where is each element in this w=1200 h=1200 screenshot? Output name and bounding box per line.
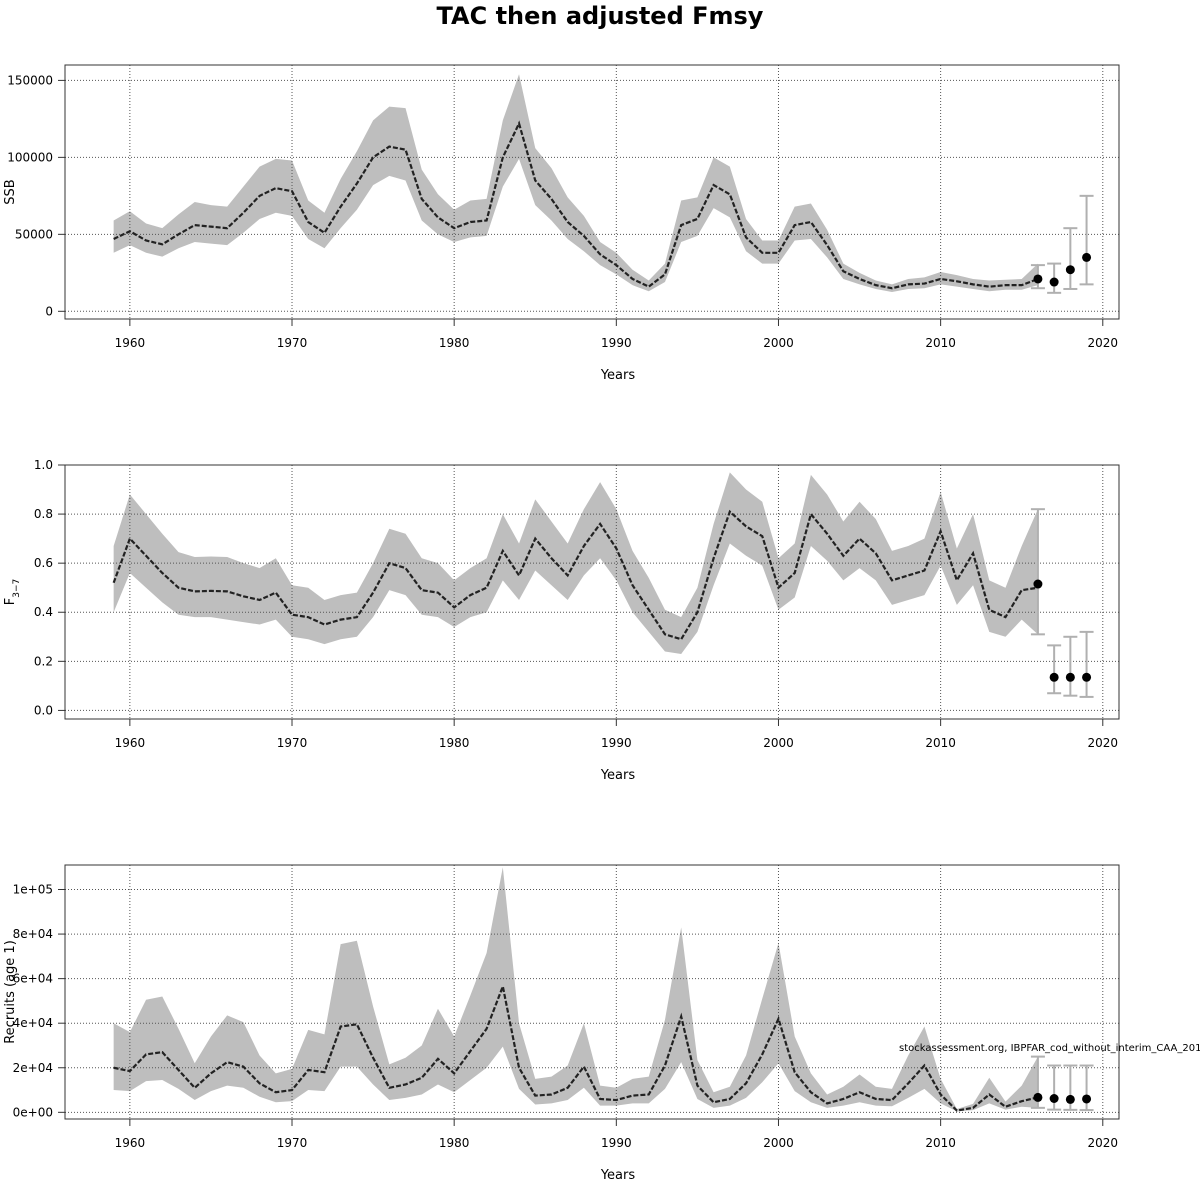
ssb-x-tick-label: 1970 — [277, 336, 308, 350]
fbar-forecast-2017 — [1047, 644, 1062, 695]
recruits-forecast-2018 — [1063, 1064, 1078, 1111]
chart-title: TAC then adjusted Fmsy — [437, 2, 764, 30]
ssb-x-tick-label: 1990 — [601, 336, 632, 350]
fbar-x-tick-label: 2010 — [925, 736, 956, 750]
recruits-y-tick-label: 2e+04 — [13, 1061, 53, 1075]
forecast-point — [1082, 252, 1092, 262]
fbar-plot-frame — [64, 464, 1120, 720]
forecast-point — [1065, 265, 1075, 275]
recruits-confidence-band — [113, 867, 1038, 1112]
ssb-confidence-band — [113, 74, 1038, 293]
forecast-point — [1033, 274, 1043, 284]
fbar-x-tick-label: 1960 — [115, 736, 146, 750]
fbar-x-tick-label: 1990 — [601, 736, 632, 750]
ssb-plot-frame — [64, 64, 1120, 320]
forecast-point — [1049, 672, 1059, 682]
fbar-forecast-2016 — [1030, 508, 1045, 636]
fbar-panel: 1960 1970 1980 1990 2000 2010 2020 0.0 0.2 0.4 0.6… — [3, 458, 1120, 783]
ssb-panel: 1960 1970 1980 1990 2000 2010 2020 0 50000 100000… — [3, 64, 1120, 383]
fbar-x-tick-label: 2000 — [763, 736, 794, 750]
fbar-x-tick-label: 1980 — [439, 736, 470, 750]
forecast-point — [1065, 672, 1075, 682]
fbar-x-tick-label: 2020 — [1088, 736, 1119, 750]
recruits-estimate-line — [113, 982, 1039, 1112]
source-annotation: stockassessment.org, IBPFAR_cod_without_… — [899, 1043, 1200, 1054]
forecast-point — [1082, 672, 1092, 682]
ssb-y-tick-label: 100000 — [7, 150, 53, 164]
fbar-y-tick-label: 0.8 — [34, 507, 53, 521]
ssb-y-tick-label: 150000 — [7, 73, 53, 87]
fbar-y-axis-title: F3−7 — [3, 579, 22, 605]
recruits-x-tick-label: 1990 — [601, 1136, 632, 1150]
recruits-x-tick-label: 2020 — [1088, 1136, 1119, 1150]
recruits-y-tick-label: 0e+00 — [13, 1105, 53, 1119]
ssb-x-tick-label: 2010 — [925, 336, 956, 350]
fbar-y-tick-label: 0.4 — [34, 605, 53, 619]
recruits-x-axis-title: Years — [600, 1168, 636, 1183]
fbar-forecast-2019 — [1079, 630, 1094, 698]
recruits-y-tick-label: 6e+04 — [13, 972, 53, 986]
recruits-forecast-2016 — [1030, 1055, 1045, 1109]
fbar-y-tick-label: 0.0 — [34, 703, 53, 717]
ssb-x-tick-label: 2000 — [763, 336, 794, 350]
fbar-y-axis-subscript: 3−7 — [12, 579, 22, 598]
ssb-x-tick-label: 1980 — [439, 336, 470, 350]
forecast-point — [1049, 1094, 1059, 1104]
fbar-x-tick-label: 1970 — [277, 736, 308, 750]
recruits-forecast-2019 — [1079, 1064, 1094, 1112]
ssb-y-tick-label: 50000 — [15, 227, 53, 241]
recruits-y-tick-label: 4e+04 — [13, 1016, 53, 1030]
forecast-point — [1033, 579, 1043, 589]
recruits-panel: 1960 1970 1980 1990 2000 2010 2020 0e+00 2e+04 4e… — [3, 864, 1120, 1183]
recruits-x-tick-label: 2010 — [925, 1136, 956, 1150]
forecast-point — [1065, 1094, 1075, 1104]
ssb-x-tick-label: 2020 — [1088, 336, 1119, 350]
recruits-x-tick-label: 1970 — [277, 1136, 308, 1150]
fbar-y-tick-label: 0.6 — [34, 556, 53, 570]
fbar-forecast-2018 — [1063, 635, 1078, 697]
recruits-x-tick-label: 2000 — [763, 1136, 794, 1150]
chart-panels: 1960 1970 1980 1990 2000 2010 2020 0 50000 100000… — [3, 64, 1120, 1183]
ssb-y-tick-label: 0 — [45, 304, 53, 318]
ssb-estimate-line — [113, 120, 1039, 290]
forecast-point — [1033, 1092, 1043, 1102]
forecast-point — [1049, 277, 1059, 287]
forecast-point — [1082, 1094, 1092, 1104]
ssb-forecast-2016 — [1030, 264, 1045, 290]
recruits-y-tick-label: 1e+05 — [13, 883, 53, 897]
ssb-forecast-2017 — [1047, 262, 1062, 294]
ssb-x-axis-title: Years — [600, 368, 636, 383]
recruits-y-axis-title: Recruits (age 1) — [3, 940, 18, 1044]
recruits-x-tick-label: 1980 — [439, 1136, 470, 1150]
ssb-forecast-2018 — [1063, 227, 1078, 290]
recruits-x-tick-label: 1960 — [115, 1136, 146, 1150]
fbar-estimate-line — [112, 509, 1039, 641]
recruits-y-tick-label: 8e+04 — [13, 927, 53, 941]
fbar-y-tick-label: 0.2 — [34, 654, 53, 668]
ssb-y-axis-title: SSB — [3, 179, 18, 204]
ssb-x-tick-label: 1960 — [115, 336, 146, 350]
recruits-forecast-2017 — [1047, 1064, 1062, 1111]
fbar-y-tick-label: 1.0 — [34, 458, 53, 472]
fbar-x-axis-title: Years — [600, 768, 636, 783]
recruits-plot-frame — [64, 864, 1120, 1120]
ssb-forecast-2019 — [1079, 194, 1094, 286]
